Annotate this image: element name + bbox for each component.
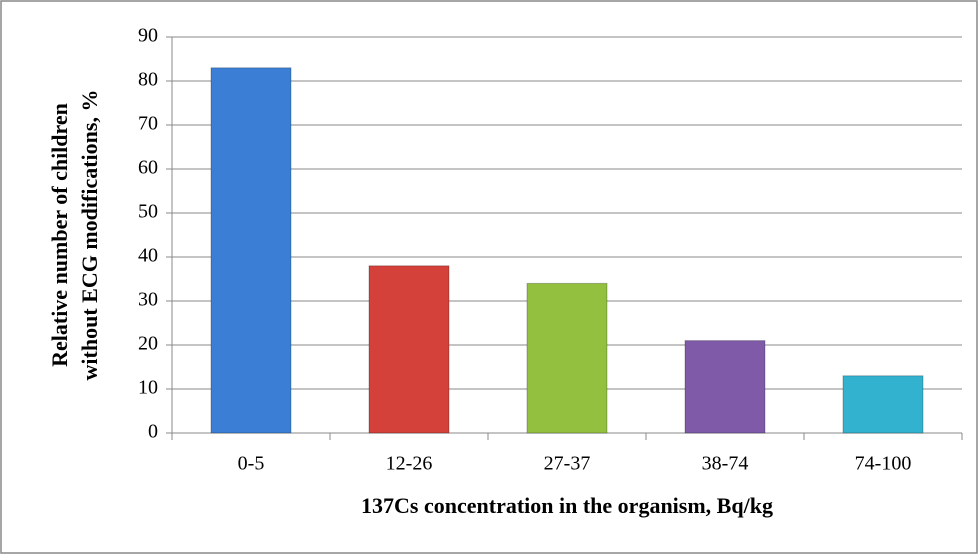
bar [526,282,608,434]
y-tick-label: 60 [138,157,158,179]
bar [842,375,924,434]
y-tick-label: 30 [138,289,158,311]
y-tick-label: 0 [148,421,158,443]
y-tick-label: 90 [138,25,158,47]
y-axis-title-line: Relative number of children [47,103,72,367]
y-tick-label: 40 [138,245,158,267]
bar [210,67,292,434]
y-axis-title-line: without ECG modifications, % [77,90,102,381]
x-tick-label: 0-5 [238,453,265,475]
x-axis-title: 137Cs concentration in the organism, Bq/… [361,493,773,518]
x-tick-label: 12-26 [386,453,433,475]
bar [368,265,450,434]
x-tick-label: 74-100 [855,453,912,475]
x-tick-label: 38-74 [702,453,749,475]
y-tick-label: 70 [138,113,158,135]
bar [684,340,766,434]
y-tick-label: 80 [138,69,158,91]
y-tick-label: 50 [138,201,158,223]
y-axis-title: Relative number of children without ECG … [47,90,102,381]
x-tick-label: 27-37 [544,453,591,475]
y-tick-label: 10 [138,377,158,399]
y-tick-label: 20 [138,333,158,355]
